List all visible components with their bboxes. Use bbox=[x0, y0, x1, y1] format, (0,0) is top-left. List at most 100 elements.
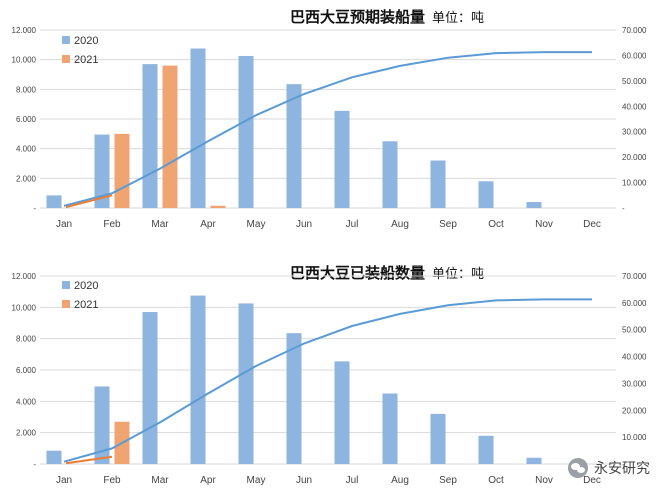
unit-label: 单位：吨 bbox=[432, 267, 484, 282]
chart-svg: 巴西大豆预期装船量 单位：吨 - 2.000 4.000 6.000 8.000 10.0… bbox=[12, 8, 647, 230]
wechat-icon bbox=[568, 458, 588, 478]
x-tick-label: May bbox=[247, 219, 266, 230]
y2-tick-label: 10.000 bbox=[622, 433, 647, 442]
bar-2020 bbox=[190, 48, 206, 208]
y-tick-label: 2.000 bbox=[16, 174, 37, 183]
y-tick-label: 12.000 bbox=[12, 272, 37, 281]
bar-2020 bbox=[526, 202, 542, 208]
y-tick-label: 10.000 bbox=[12, 56, 37, 65]
x-tick-label: Nov bbox=[535, 219, 553, 230]
legend-swatch-2021 bbox=[62, 55, 70, 63]
x-tick-label: Mar bbox=[151, 475, 169, 486]
unit-label: 单位：吨 bbox=[432, 11, 484, 26]
x-tick-label: May bbox=[247, 475, 266, 486]
y2-tick-label: 70.000 bbox=[622, 272, 647, 281]
y-tick-label: 4.000 bbox=[16, 145, 37, 154]
y-tick-label: 10.000 bbox=[12, 303, 37, 312]
bar-2020 bbox=[238, 303, 254, 464]
legend-swatch-2020 bbox=[62, 36, 70, 44]
x-tick-label: Jun bbox=[296, 219, 312, 230]
legend-swatch-2021 bbox=[62, 300, 70, 308]
chart-svg: 巴西大豆已装船数量 单位：吨 - 2.000 4.000 6.000 8.000 10.0… bbox=[12, 264, 647, 486]
y2-tick-label: 40.000 bbox=[622, 102, 647, 111]
bar-2020 bbox=[334, 361, 350, 464]
bar-2020 bbox=[478, 181, 494, 208]
bar-2020 bbox=[190, 295, 206, 464]
chart-actual-shipments: 巴西大豆已装船数量 单位：吨 - 2.000 4.000 6.000 8.000 10.0… bbox=[0, 254, 662, 494]
bar-2020 bbox=[94, 134, 110, 208]
legend-label-2021: 2021 bbox=[74, 299, 98, 311]
bar-2020 bbox=[142, 312, 158, 464]
bar-2020 bbox=[526, 457, 542, 464]
y-tick-label: 4.000 bbox=[16, 397, 37, 406]
bar-2021 bbox=[210, 205, 226, 208]
y-tick-label: - bbox=[33, 460, 36, 469]
x-tick-label: Jan bbox=[56, 475, 72, 486]
x-tick-label: Aug bbox=[391, 219, 409, 230]
x-tick-label: Jul bbox=[346, 219, 359, 230]
x-tick-label: Mar bbox=[151, 219, 169, 230]
y-tick-label: 8.000 bbox=[16, 85, 37, 94]
bar-2020 bbox=[382, 141, 398, 208]
bar-2021 bbox=[162, 65, 178, 208]
y2-tick-label: 10.000 bbox=[622, 179, 647, 188]
legend-label-2020: 2020 bbox=[74, 35, 98, 47]
y2-tick-label: 20.000 bbox=[622, 153, 647, 162]
x-tick-label: Sep bbox=[439, 475, 457, 486]
bar-2020 bbox=[430, 413, 446, 464]
y2-tick-label: 20.000 bbox=[622, 406, 647, 415]
x-tick-label: Dec bbox=[583, 475, 601, 486]
line-series bbox=[63, 298, 592, 463]
chart-expected-shipments: 巴西大豆预期装船量 单位：吨 - 2.000 4.000 6.000 8.000 10.0… bbox=[0, 0, 662, 240]
x-tick-label: Dec bbox=[583, 219, 601, 230]
y2-tick-label: - bbox=[622, 204, 625, 213]
x-tick-label: Oct bbox=[488, 219, 504, 230]
bar-2020 bbox=[46, 195, 62, 208]
x-tick-label: Apr bbox=[200, 219, 216, 230]
bar-2020 bbox=[286, 84, 302, 208]
y-tick-label: 8.000 bbox=[16, 335, 37, 344]
legend-swatch-2020 bbox=[62, 281, 70, 289]
legend-label-2021: 2021 bbox=[74, 54, 98, 66]
line-series bbox=[63, 51, 592, 207]
bar-2020 bbox=[142, 64, 158, 208]
x-tick-label: Sep bbox=[439, 219, 457, 230]
legend-label-2020: 2020 bbox=[74, 280, 98, 292]
y2-tick-label: 60.000 bbox=[622, 51, 647, 60]
bar-2020 bbox=[478, 435, 494, 464]
chart-title: 巴西大豆预期装船量 bbox=[290, 8, 425, 26]
x-tick-label: Feb bbox=[103, 219, 121, 230]
y2-tick-label: 30.000 bbox=[622, 379, 647, 388]
x-tick-label: Nov bbox=[535, 475, 553, 486]
bar-2020 bbox=[238, 55, 254, 209]
x-tick-label: Apr bbox=[200, 475, 216, 486]
y-tick-label: 6.000 bbox=[16, 366, 37, 375]
bar-2020 bbox=[94, 386, 110, 464]
y2-tick-label: 60.000 bbox=[622, 299, 647, 308]
chart-title: 巴西大豆已装船数量 bbox=[290, 264, 425, 282]
bar-2020 bbox=[286, 333, 302, 464]
bar-2020 bbox=[334, 110, 350, 208]
bar-2021 bbox=[114, 133, 130, 208]
x-tick-label: Jan bbox=[56, 219, 72, 230]
y2-tick-label: - bbox=[622, 460, 625, 469]
bar-2020 bbox=[430, 160, 446, 208]
x-tick-label: Aug bbox=[391, 475, 409, 486]
y-tick-label: 2.000 bbox=[16, 429, 37, 438]
y-tick-label: 12.000 bbox=[12, 26, 37, 35]
line-series-2021 bbox=[65, 455, 113, 465]
y2-tick-label: 30.000 bbox=[622, 128, 647, 137]
x-tick-label: Jul bbox=[346, 475, 359, 486]
y2-tick-label: 50.000 bbox=[622, 77, 647, 86]
y2-tick-label: 40.000 bbox=[622, 353, 647, 362]
bar-2020 bbox=[382, 393, 398, 464]
y-tick-label: - bbox=[33, 204, 36, 213]
y2-tick-label: 70.000 bbox=[622, 26, 647, 35]
x-tick-label: Jun bbox=[296, 475, 312, 486]
y-tick-label: 6.000 bbox=[16, 115, 37, 124]
line-series-2021 bbox=[65, 194, 113, 209]
x-tick-label: Feb bbox=[103, 475, 121, 486]
watermark-text: 永安研究 bbox=[594, 461, 650, 477]
y2-tick-label: 50.000 bbox=[622, 326, 647, 335]
watermark: 永安研究 bbox=[568, 458, 650, 478]
